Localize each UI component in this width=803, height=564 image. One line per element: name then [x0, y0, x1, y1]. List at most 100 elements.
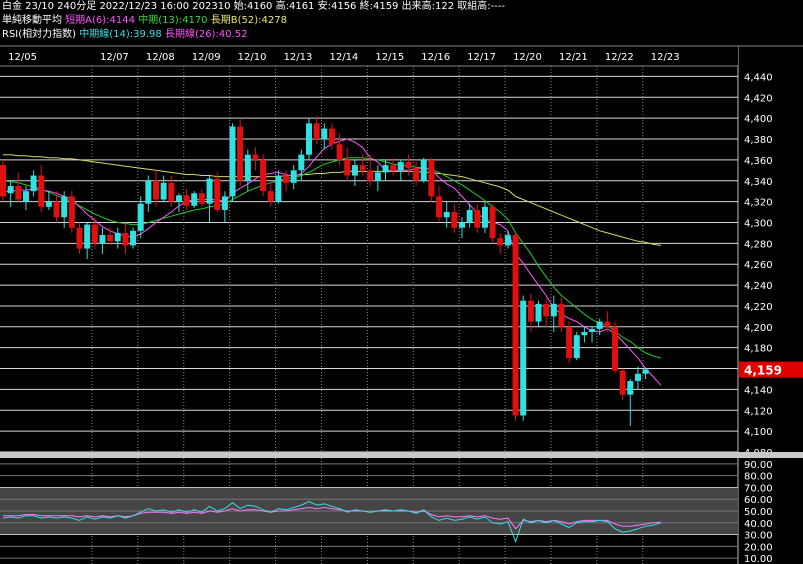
date-tick-label: 12/22: [605, 52, 634, 63]
price-tick-label: 4,200: [744, 323, 773, 334]
candle-body: [260, 159, 267, 192]
candle-body: [0, 165, 6, 197]
candle-body: [145, 180, 152, 204]
candle-body: [543, 303, 550, 317]
rsi-tick-label: 70.00: [744, 483, 773, 494]
candle-body: [122, 232, 129, 246]
date-tick-label: 12/07: [100, 52, 129, 63]
candle-body: [474, 209, 481, 228]
candle-body: [382, 165, 389, 173]
candle-body: [566, 326, 573, 359]
price-tick-label: 4,120: [744, 406, 773, 417]
candle-body: [581, 332, 588, 336]
candle-body: [99, 235, 106, 244]
candle-body: [22, 191, 29, 202]
ma-long-line: [3, 154, 661, 246]
candle-body: [374, 172, 381, 181]
chart-grid: [0, 46, 739, 564]
candle-body: [451, 212, 458, 228]
price-axis: 4,0804,1004,1204,1404,1604,1804,2004,220…: [739, 72, 803, 459]
candle-body: [634, 373, 641, 382]
candle-body: [436, 196, 443, 218]
rsi-tick-label: 90.00: [744, 460, 773, 471]
price-tick-label: 4,140: [744, 385, 773, 396]
candle-body: [84, 224, 91, 249]
ma-mid-label: 中期(13):4170: [138, 15, 208, 26]
candle-body: [237, 126, 244, 181]
price-tick-label: 4,220: [744, 302, 773, 313]
date-axis: 12/05 12/07 12/08 12/09 12/10 12/13 12/14 12/15…: [0, 45, 803, 67]
candle-body: [328, 128, 335, 145]
candle-body: [596, 321, 603, 329]
ma-label: 単純移動平均: [2, 15, 62, 26]
candle-body: [298, 154, 305, 171]
rsi-panel: 10.0020.0030.0040.0050.0060.0070.0080.00…: [0, 452, 803, 564]
date-tick-label: 12/08: [146, 52, 175, 63]
candle-body: [68, 196, 75, 228]
date-tick-label: 12/15: [375, 52, 404, 63]
candle-body: [114, 232, 121, 242]
rsi-label: RSI(相対力指数): [2, 29, 77, 40]
price-tick-label: 4,100: [744, 427, 773, 438]
candle-body: [413, 168, 420, 181]
candle-body: [512, 235, 519, 416]
candle-body: [313, 123, 320, 140]
candle-body: [283, 175, 290, 183]
last-price-label: 4,159: [744, 364, 782, 378]
candle-body: [175, 195, 182, 202]
date-tick-label: 12/09: [192, 52, 221, 63]
last-price-badge: [739, 361, 803, 378]
candle-body: [497, 238, 504, 246]
candle-body: [61, 196, 68, 218]
candle-body: [359, 165, 366, 171]
panel-separator: [0, 452, 803, 458]
rsi-tick-label: 30.00: [744, 531, 773, 542]
candle-body: [481, 206, 488, 228]
price-tick-label: 4,400: [744, 114, 773, 125]
candle-body: [221, 196, 228, 210]
candle-body: [306, 123, 312, 155]
candle-body: [76, 227, 83, 249]
candle-body: [612, 326, 618, 371]
candle-body: [367, 170, 374, 181]
candle-body: [351, 165, 358, 176]
candle-body: [390, 165, 397, 171]
rsi-tick-label: 40.00: [744, 519, 773, 530]
date-tick-label: 12/17: [467, 52, 496, 63]
candle-body: [321, 128, 328, 140]
candle-body: [642, 369, 649, 374]
date-bar: [0, 46, 738, 66]
date-tick-label: 12/14: [329, 52, 358, 63]
rsi-long-label: 長期線(26):40.52: [164, 29, 248, 40]
candle-body: [244, 154, 251, 181]
ohlc-summary: 白金 23/10 240分足 2022/12/23 16:00 202310 始…: [2, 1, 506, 12]
candle-body: [206, 178, 213, 204]
price-tick-label: 4,440: [744, 72, 773, 83]
rsi-mid-label: 中期線(14):39.98: [79, 29, 162, 40]
candle-body: [558, 303, 565, 327]
candle-body: [252, 154, 259, 160]
candle-body: [53, 201, 60, 218]
candle-body: [183, 195, 190, 206]
date-tick-label: 12/23: [651, 52, 680, 63]
rsi-tick-label: 80.00: [744, 472, 773, 483]
candle-body: [550, 303, 557, 317]
candle-body: [535, 303, 542, 322]
candle-body: [191, 193, 198, 206]
date-tick-label: 12/13: [284, 52, 313, 63]
ma-short-label: 短期A(6):4144: [65, 15, 136, 26]
rsi-tick-label: 50.00: [744, 507, 773, 518]
candle-body: [130, 230, 137, 246]
price-tick-label: 4,240: [744, 281, 773, 292]
candle-body: [153, 180, 159, 200]
candle-body: [459, 222, 465, 228]
candle-body: [267, 191, 274, 202]
candle-body: [520, 300, 527, 416]
price-tick-label: 4,360: [744, 156, 773, 167]
candle-body: [627, 381, 634, 395]
candle-body: [344, 159, 351, 176]
date-tick-label: 12/05: [8, 52, 37, 63]
candle-body: [229, 126, 236, 197]
candle-body: [573, 335, 580, 359]
